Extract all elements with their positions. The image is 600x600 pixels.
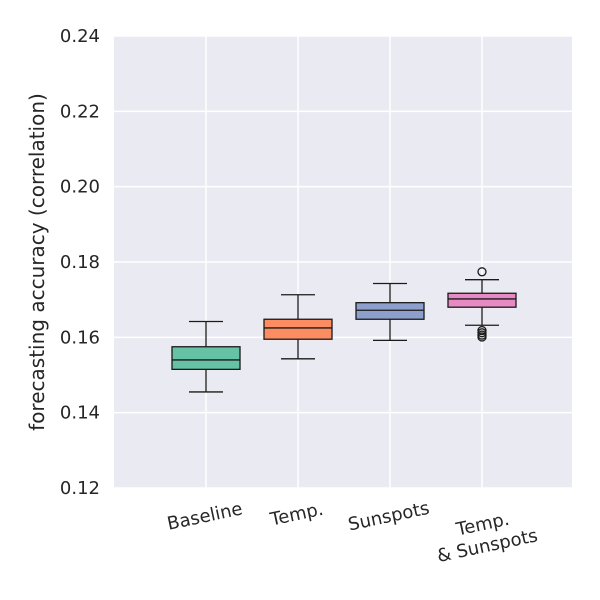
x-category-label-line: Sunspots bbox=[346, 498, 431, 536]
y-tick-label: 0.18 bbox=[60, 252, 100, 273]
y-tick-label: 0.14 bbox=[60, 403, 100, 424]
y-axis-title: forecasting accuracy (correlation) bbox=[25, 93, 49, 431]
x-category-label: Baseline bbox=[165, 498, 244, 534]
y-tick-label: 0.16 bbox=[60, 327, 100, 348]
x-category-label: Temp.& Sunspots bbox=[431, 504, 540, 567]
y-tick-label: 0.20 bbox=[60, 177, 100, 198]
outlier-point bbox=[477, 267, 487, 277]
y-tick-label: 0.22 bbox=[60, 101, 100, 122]
box-4 bbox=[447, 267, 517, 342]
box-iqr bbox=[171, 346, 241, 371]
outlier-point bbox=[477, 332, 487, 342]
x-category-label: Sunspots bbox=[346, 498, 431, 536]
box-1 bbox=[171, 320, 241, 393]
y-tick-label: 0.24 bbox=[60, 26, 100, 47]
box-2 bbox=[263, 294, 333, 360]
box-iqr bbox=[263, 318, 333, 340]
x-category-label-line: Baseline bbox=[165, 498, 244, 534]
box-iqr bbox=[447, 292, 517, 308]
box-iqr bbox=[355, 302, 425, 320]
x-category-labels: Baseline Temp. Sunspots Temp.& Sunspots bbox=[165, 498, 539, 567]
grid-lines bbox=[114, 35, 572, 489]
boxes bbox=[171, 267, 517, 393]
x-category-label: Temp. bbox=[267, 499, 325, 531]
box-3 bbox=[355, 282, 425, 341]
x-category-label-line: Temp. bbox=[267, 499, 325, 531]
y-tick-label: 0.12 bbox=[60, 478, 100, 499]
y-tick-labels: 0.12 0.14 0.16 0.18 0.20 0.22 0.24 bbox=[60, 26, 100, 499]
